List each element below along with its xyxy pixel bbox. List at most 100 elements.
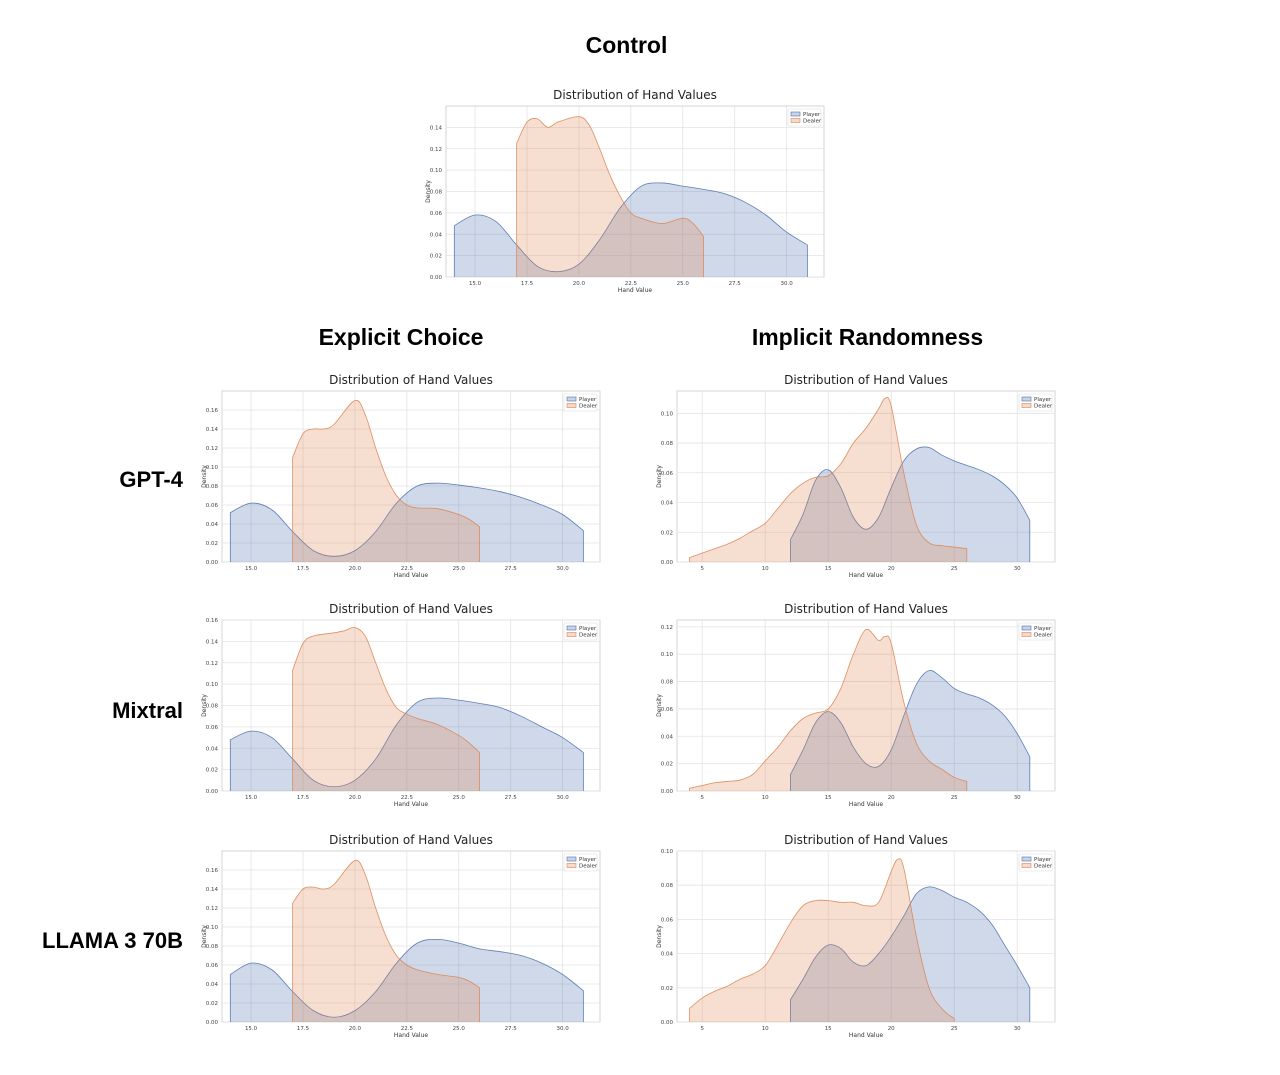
chart-svg: Distribution of Hand Values 0.00 0.02 0.04 0… [201,373,601,579]
x-tick-label: 15.0 [245,795,258,801]
chart-title: Distribution of Hand Values [784,373,948,387]
series-line-dealer [292,399,480,562]
chart-gpt4-explicit: Distribution of Hand Values 0.00 0.02 0.04 0… [196,370,606,582]
y-tick-label: 0.02 [661,986,673,992]
series-area-player [790,670,1030,791]
x-tick-label: 30.0 [780,281,793,287]
y-tick-label: 0.02 [661,762,673,768]
x-tick-label: 22.5 [401,566,414,572]
series-line-player [229,938,584,1022]
y-tick-label: 0.10 [206,465,219,471]
series-area-dealer [689,858,955,1022]
series-area-dealer [689,629,967,791]
y-tick-label: 0.08 [206,484,219,490]
x-tick-label: 27.5 [729,281,742,287]
series-area-player [454,182,808,277]
x-tick-label: 27.5 [505,1026,518,1032]
y-tick-label: 0.10 [206,925,219,931]
legend-swatch-dealer [1021,403,1032,408]
series-area-dealer [292,627,480,791]
legend-label-dealer: Dealer [579,632,598,638]
x-tick-label: 20 [888,1026,895,1032]
y-axis-label: Density [201,694,208,717]
chart-svg: Distribution of Hand Values 0.00 0.02 0.04 0… [201,833,601,1039]
series-area-player [790,886,1030,1022]
y-tick-label: 0.04 [430,232,443,238]
series-line-player [229,482,584,562]
y-tick-label: 0.14 [206,887,219,893]
y-tick-label: 0.16 [206,408,219,414]
y-tick-label: 0.06 [206,963,219,969]
series-area-dealer [689,397,967,562]
x-tick-label: 27.5 [505,566,518,572]
y-tick-label: 0.12 [661,625,673,631]
x-tick-label: 25.0 [453,566,466,572]
y-tick-label: 0.00 [661,1020,674,1026]
legend-label-dealer: Dealer [803,118,822,124]
x-tick-label: 30 [1014,1026,1021,1032]
y-tick-label: 0.06 [430,211,443,217]
x-tick-label: 22.5 [401,1026,414,1032]
legend-box [563,853,598,872]
x-tick-label: 20 [888,566,895,572]
y-tick-label: 0.12 [206,446,218,452]
y-tick-label: 0.04 [206,982,219,988]
chart-title: Distribution of Hand Values [329,373,493,387]
y-tick-label: 0.00 [661,789,674,795]
series-line-dealer [689,628,968,791]
y-tick-label: 0.06 [661,917,674,923]
chart-svg: Distribution of Hand Values 0.00 0.02 0.04 0… [425,88,825,294]
legend-swatch-dealer [566,863,577,868]
x-tick-label: 15.0 [245,1026,258,1032]
legend-label-dealer: Dealer [1034,632,1053,638]
y-tick-label: 0.00 [430,275,443,281]
series-line-dealer [689,396,968,562]
y-tick-label: 0.04 [661,952,674,958]
x-tick-label: 30 [1014,795,1021,801]
series-line-player [453,182,808,277]
y-tick-label: 0.06 [206,503,219,509]
legend-box [787,108,822,127]
x-tick-label: 15 [825,795,832,801]
series-line-player [790,446,1031,562]
y-tick-label: 0.08 [661,441,674,447]
y-tick-label: 0.06 [661,471,674,477]
series-area-player [230,697,584,791]
x-tick-label: 30 [1014,566,1021,572]
x-axis-label: Hand Value [394,1032,428,1039]
legend-swatch-player [566,625,577,631]
x-axis-label: Hand Value [618,287,652,294]
x-tick-label: 30.0 [556,566,569,572]
legend-label-dealer: Dealer [579,403,598,409]
series-area-player [230,483,584,562]
y-axis-label: Density [201,465,208,488]
series-line-player [790,670,1031,791]
x-axis-label: Hand Value [849,801,883,808]
legend-label-player: Player [1034,397,1052,403]
legend-swatch-player [566,856,577,862]
legend-swatch-dealer [1021,863,1032,868]
y-axis-label: Density [656,694,663,717]
x-axis-label: Hand Value [849,1032,883,1039]
series-area-dealer [292,860,480,1022]
x-tick-label: 10 [762,795,769,801]
x-tick-label: 20.0 [349,795,362,801]
y-tick-label: 0.08 [430,190,443,196]
legend-label-player: Player [1034,626,1052,632]
y-tick-label: 0.06 [661,707,674,713]
plot-area [676,850,1056,1023]
chart-llama-implicit: Distribution of Hand Values 0.00 0.02 0.04 0… [651,830,1061,1042]
legend-swatch-player [566,396,577,402]
legend-label-player: Player [579,857,597,863]
chart-llama-explicit: Distribution of Hand Values 0.00 0.02 0.04 0… [196,830,606,1042]
y-tick-label: 0.08 [661,680,674,686]
y-tick-label: 0.12 [430,147,442,153]
x-tick-label: 15.0 [245,566,258,572]
plot-area [221,850,601,1023]
series-line-dealer [689,858,955,1022]
x-tick-label: 30.0 [556,1026,569,1032]
legend-swatch-player [790,111,801,117]
y-tick-label: 0.14 [206,639,219,645]
series-area-player [790,446,1030,562]
y-tick-label: 0.00 [206,1020,219,1026]
